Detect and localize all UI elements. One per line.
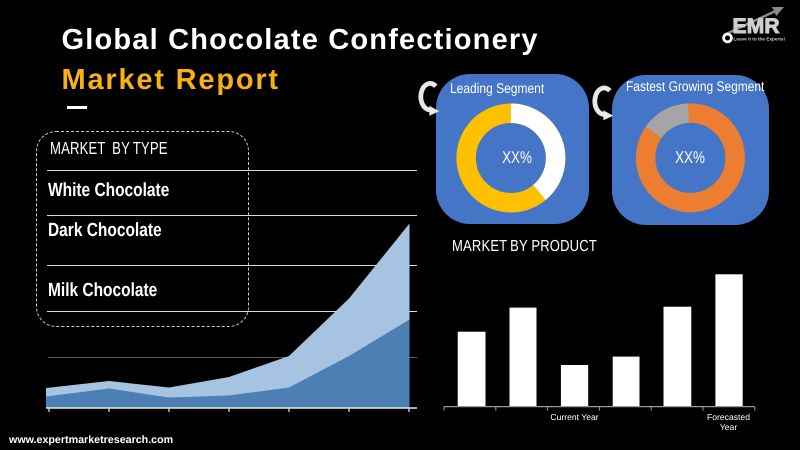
- svg-text:Leave it to the Experts!: Leave it to the Experts!: [734, 36, 786, 41]
- svg-text:EMR: EMR: [733, 15, 780, 38]
